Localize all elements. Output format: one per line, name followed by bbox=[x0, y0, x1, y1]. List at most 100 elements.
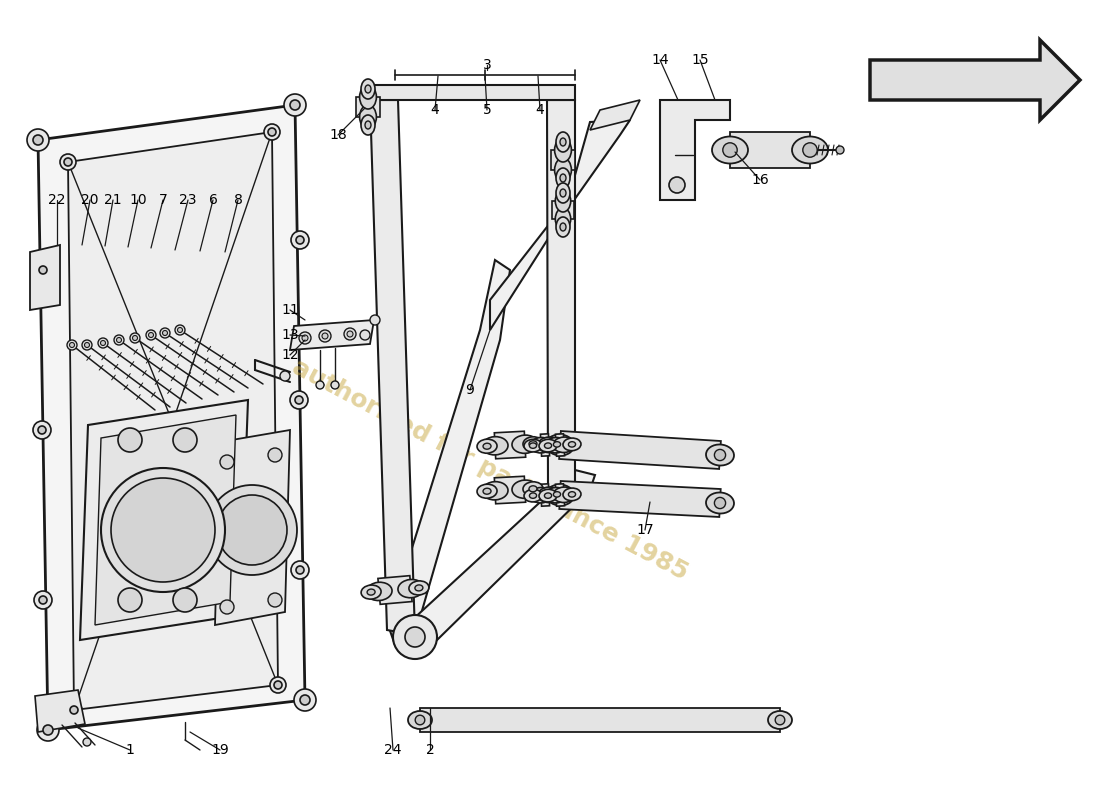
Circle shape bbox=[101, 468, 226, 592]
Ellipse shape bbox=[522, 482, 543, 496]
Circle shape bbox=[268, 128, 276, 136]
Ellipse shape bbox=[706, 493, 734, 514]
Circle shape bbox=[117, 338, 121, 342]
Polygon shape bbox=[660, 100, 730, 200]
Ellipse shape bbox=[539, 439, 557, 452]
Circle shape bbox=[264, 124, 280, 140]
Circle shape bbox=[290, 391, 308, 409]
Ellipse shape bbox=[408, 711, 432, 729]
Circle shape bbox=[111, 478, 214, 582]
Circle shape bbox=[160, 328, 170, 338]
Text: 4: 4 bbox=[536, 103, 544, 117]
Circle shape bbox=[268, 448, 282, 462]
Circle shape bbox=[39, 266, 47, 274]
Polygon shape bbox=[552, 201, 574, 219]
Circle shape bbox=[33, 135, 43, 145]
Ellipse shape bbox=[556, 217, 570, 237]
Ellipse shape bbox=[529, 443, 537, 448]
Ellipse shape bbox=[398, 579, 424, 598]
Text: 2: 2 bbox=[426, 743, 434, 757]
Circle shape bbox=[70, 706, 78, 714]
Ellipse shape bbox=[560, 138, 566, 146]
Ellipse shape bbox=[556, 208, 571, 230]
Polygon shape bbox=[590, 100, 640, 130]
Polygon shape bbox=[370, 100, 415, 635]
Ellipse shape bbox=[544, 438, 566, 453]
Ellipse shape bbox=[512, 480, 538, 498]
Circle shape bbox=[405, 627, 425, 647]
Ellipse shape bbox=[792, 137, 828, 163]
Circle shape bbox=[33, 421, 51, 439]
Circle shape bbox=[300, 695, 310, 705]
Circle shape bbox=[295, 396, 302, 404]
Text: 15: 15 bbox=[691, 53, 708, 67]
Polygon shape bbox=[214, 430, 290, 625]
Ellipse shape bbox=[554, 158, 571, 182]
Ellipse shape bbox=[768, 711, 792, 729]
Polygon shape bbox=[388, 260, 510, 645]
Text: 7: 7 bbox=[158, 193, 167, 207]
Polygon shape bbox=[730, 132, 810, 168]
Ellipse shape bbox=[360, 105, 376, 129]
Circle shape bbox=[66, 702, 82, 718]
Ellipse shape bbox=[477, 484, 497, 498]
Ellipse shape bbox=[512, 435, 538, 454]
Circle shape bbox=[669, 177, 685, 193]
Ellipse shape bbox=[556, 132, 570, 152]
Text: 1: 1 bbox=[125, 743, 134, 757]
Ellipse shape bbox=[556, 183, 570, 203]
Circle shape bbox=[836, 146, 844, 154]
Ellipse shape bbox=[560, 174, 566, 182]
Ellipse shape bbox=[544, 493, 551, 498]
Circle shape bbox=[82, 340, 92, 350]
Ellipse shape bbox=[556, 168, 570, 188]
Text: 14: 14 bbox=[651, 53, 669, 67]
Circle shape bbox=[98, 338, 108, 348]
Ellipse shape bbox=[563, 488, 581, 501]
Circle shape bbox=[39, 596, 47, 604]
Circle shape bbox=[344, 328, 356, 340]
Ellipse shape bbox=[544, 443, 551, 448]
Ellipse shape bbox=[712, 137, 748, 163]
Ellipse shape bbox=[477, 439, 497, 454]
Circle shape bbox=[114, 335, 124, 345]
Ellipse shape bbox=[415, 585, 422, 591]
Polygon shape bbox=[556, 434, 564, 456]
Polygon shape bbox=[68, 132, 278, 710]
Text: 22: 22 bbox=[48, 193, 66, 207]
Ellipse shape bbox=[548, 438, 566, 450]
Circle shape bbox=[64, 158, 72, 166]
Text: 3: 3 bbox=[483, 58, 492, 72]
Polygon shape bbox=[540, 434, 550, 456]
Ellipse shape bbox=[529, 493, 537, 498]
Text: 18: 18 bbox=[329, 128, 346, 142]
Ellipse shape bbox=[554, 138, 571, 162]
Circle shape bbox=[28, 129, 50, 151]
Circle shape bbox=[37, 719, 59, 741]
Circle shape bbox=[67, 340, 77, 350]
Circle shape bbox=[34, 261, 52, 279]
Circle shape bbox=[39, 426, 46, 434]
Ellipse shape bbox=[409, 581, 429, 595]
Polygon shape bbox=[547, 100, 575, 490]
Circle shape bbox=[220, 455, 234, 469]
Text: 10: 10 bbox=[129, 193, 146, 207]
Text: 20: 20 bbox=[81, 193, 99, 207]
Ellipse shape bbox=[560, 189, 566, 197]
Ellipse shape bbox=[553, 492, 561, 497]
Circle shape bbox=[346, 331, 353, 337]
Polygon shape bbox=[420, 708, 780, 732]
Text: 9: 9 bbox=[465, 383, 474, 397]
Text: 19: 19 bbox=[211, 743, 229, 757]
Ellipse shape bbox=[538, 437, 560, 453]
Circle shape bbox=[118, 588, 142, 612]
Circle shape bbox=[177, 327, 183, 333]
Circle shape bbox=[776, 715, 784, 725]
Ellipse shape bbox=[563, 438, 581, 450]
Circle shape bbox=[723, 142, 737, 157]
Polygon shape bbox=[80, 400, 248, 640]
Ellipse shape bbox=[548, 488, 566, 501]
Ellipse shape bbox=[482, 437, 508, 455]
Circle shape bbox=[118, 428, 142, 452]
Ellipse shape bbox=[539, 490, 557, 502]
